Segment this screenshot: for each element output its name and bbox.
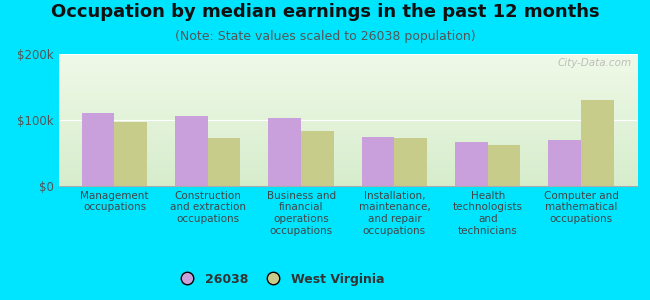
Bar: [455, 142, 488, 186]
Text: Occupation by median earnings in the past 12 months: Occupation by median earnings in the pas…: [51, 3, 599, 21]
Text: City-Data.com: City-Data.com: [557, 58, 631, 68]
Bar: [549, 140, 581, 186]
Bar: [301, 130, 333, 186]
Bar: [114, 122, 147, 186]
Bar: [268, 118, 301, 186]
Bar: [82, 113, 114, 186]
Legend: 26038, West Virginia: 26038, West Virginia: [170, 268, 389, 291]
Bar: [362, 136, 395, 186]
Bar: [175, 116, 208, 186]
Bar: [581, 100, 614, 186]
Bar: [208, 139, 240, 186]
Text: (Note: State values scaled to 26038 population): (Note: State values scaled to 26038 popu…: [175, 30, 475, 43]
Bar: [488, 145, 521, 186]
Bar: [395, 138, 427, 186]
